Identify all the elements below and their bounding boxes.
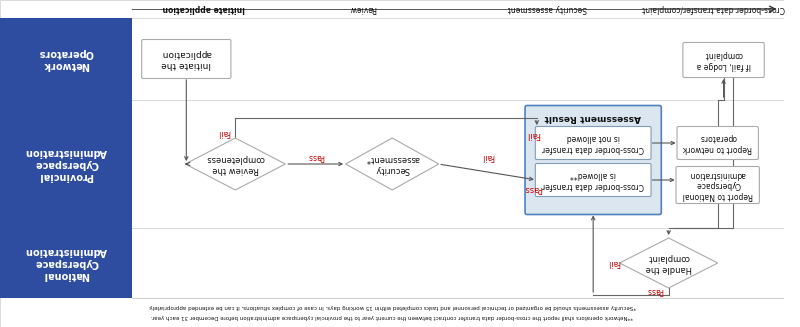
FancyBboxPatch shape: [676, 166, 759, 203]
FancyBboxPatch shape: [683, 43, 764, 77]
FancyBboxPatch shape: [142, 40, 231, 78]
Text: Fail: Fail: [526, 130, 540, 140]
Text: Network
Operators: Network Operators: [38, 48, 94, 70]
Text: Assessment Result: Assessment Result: [545, 113, 642, 122]
Text: Security
assessment*: Security assessment*: [365, 154, 419, 174]
Text: Cross-border data transfer
is allowed**: Cross-border data transfer is allowed**: [542, 170, 644, 190]
Text: Security assessment: Security assessment: [507, 5, 586, 13]
Text: **Network operators shall report the cross-border data transfer contract between: **Network operators shall report the cro…: [151, 314, 634, 318]
Bar: [0, 100, 132, 228]
Text: Pass: Pass: [646, 285, 663, 295]
Text: Fail: Fail: [217, 128, 230, 136]
FancyBboxPatch shape: [525, 106, 662, 215]
Text: *Security assessments should be organized or technical personnel and tasks compl: *Security assessments should be organize…: [148, 303, 636, 308]
Text: Fail: Fail: [481, 151, 494, 161]
Text: Pass: Pass: [307, 151, 324, 161]
Text: Cross-border data transfer
is not allowed: Cross-border data transfer is not allowe…: [542, 133, 644, 153]
Bar: [132, 0, 784, 327]
Polygon shape: [186, 138, 286, 190]
Polygon shape: [620, 238, 718, 288]
Text: Review: Review: [349, 5, 376, 13]
FancyBboxPatch shape: [535, 127, 651, 160]
Text: Pass: Pass: [523, 183, 542, 193]
Text: Handle the
complaint: Handle the complaint: [646, 253, 692, 273]
Text: If fail, Lodge a
complaint: If fail, Lodge a complaint: [696, 50, 750, 70]
Polygon shape: [346, 138, 438, 190]
Bar: [0, 228, 132, 298]
Text: Report to National
Cyberspace
administration: Report to National Cyberspace administra…: [682, 170, 753, 200]
Text: National
Cyberspace
Administration: National Cyberspace Administration: [25, 247, 107, 280]
Text: Initiate application: Initiate application: [162, 5, 245, 13]
Text: Fail: Fail: [607, 259, 620, 267]
FancyBboxPatch shape: [677, 127, 758, 160]
Text: Report to network
operators: Report to network operators: [683, 133, 752, 153]
FancyBboxPatch shape: [535, 164, 651, 197]
Text: Initiate the
application: Initiate the application: [161, 49, 211, 69]
Bar: [0, 18, 132, 100]
Text: Cross-border data transfer/complaint: Cross-border data transfer/complaint: [642, 5, 786, 13]
Text: Review the
completeness: Review the completeness: [206, 154, 265, 174]
Text: Provincial
Cyberspace
Administration: Provincial Cyberspace Administration: [25, 147, 107, 181]
